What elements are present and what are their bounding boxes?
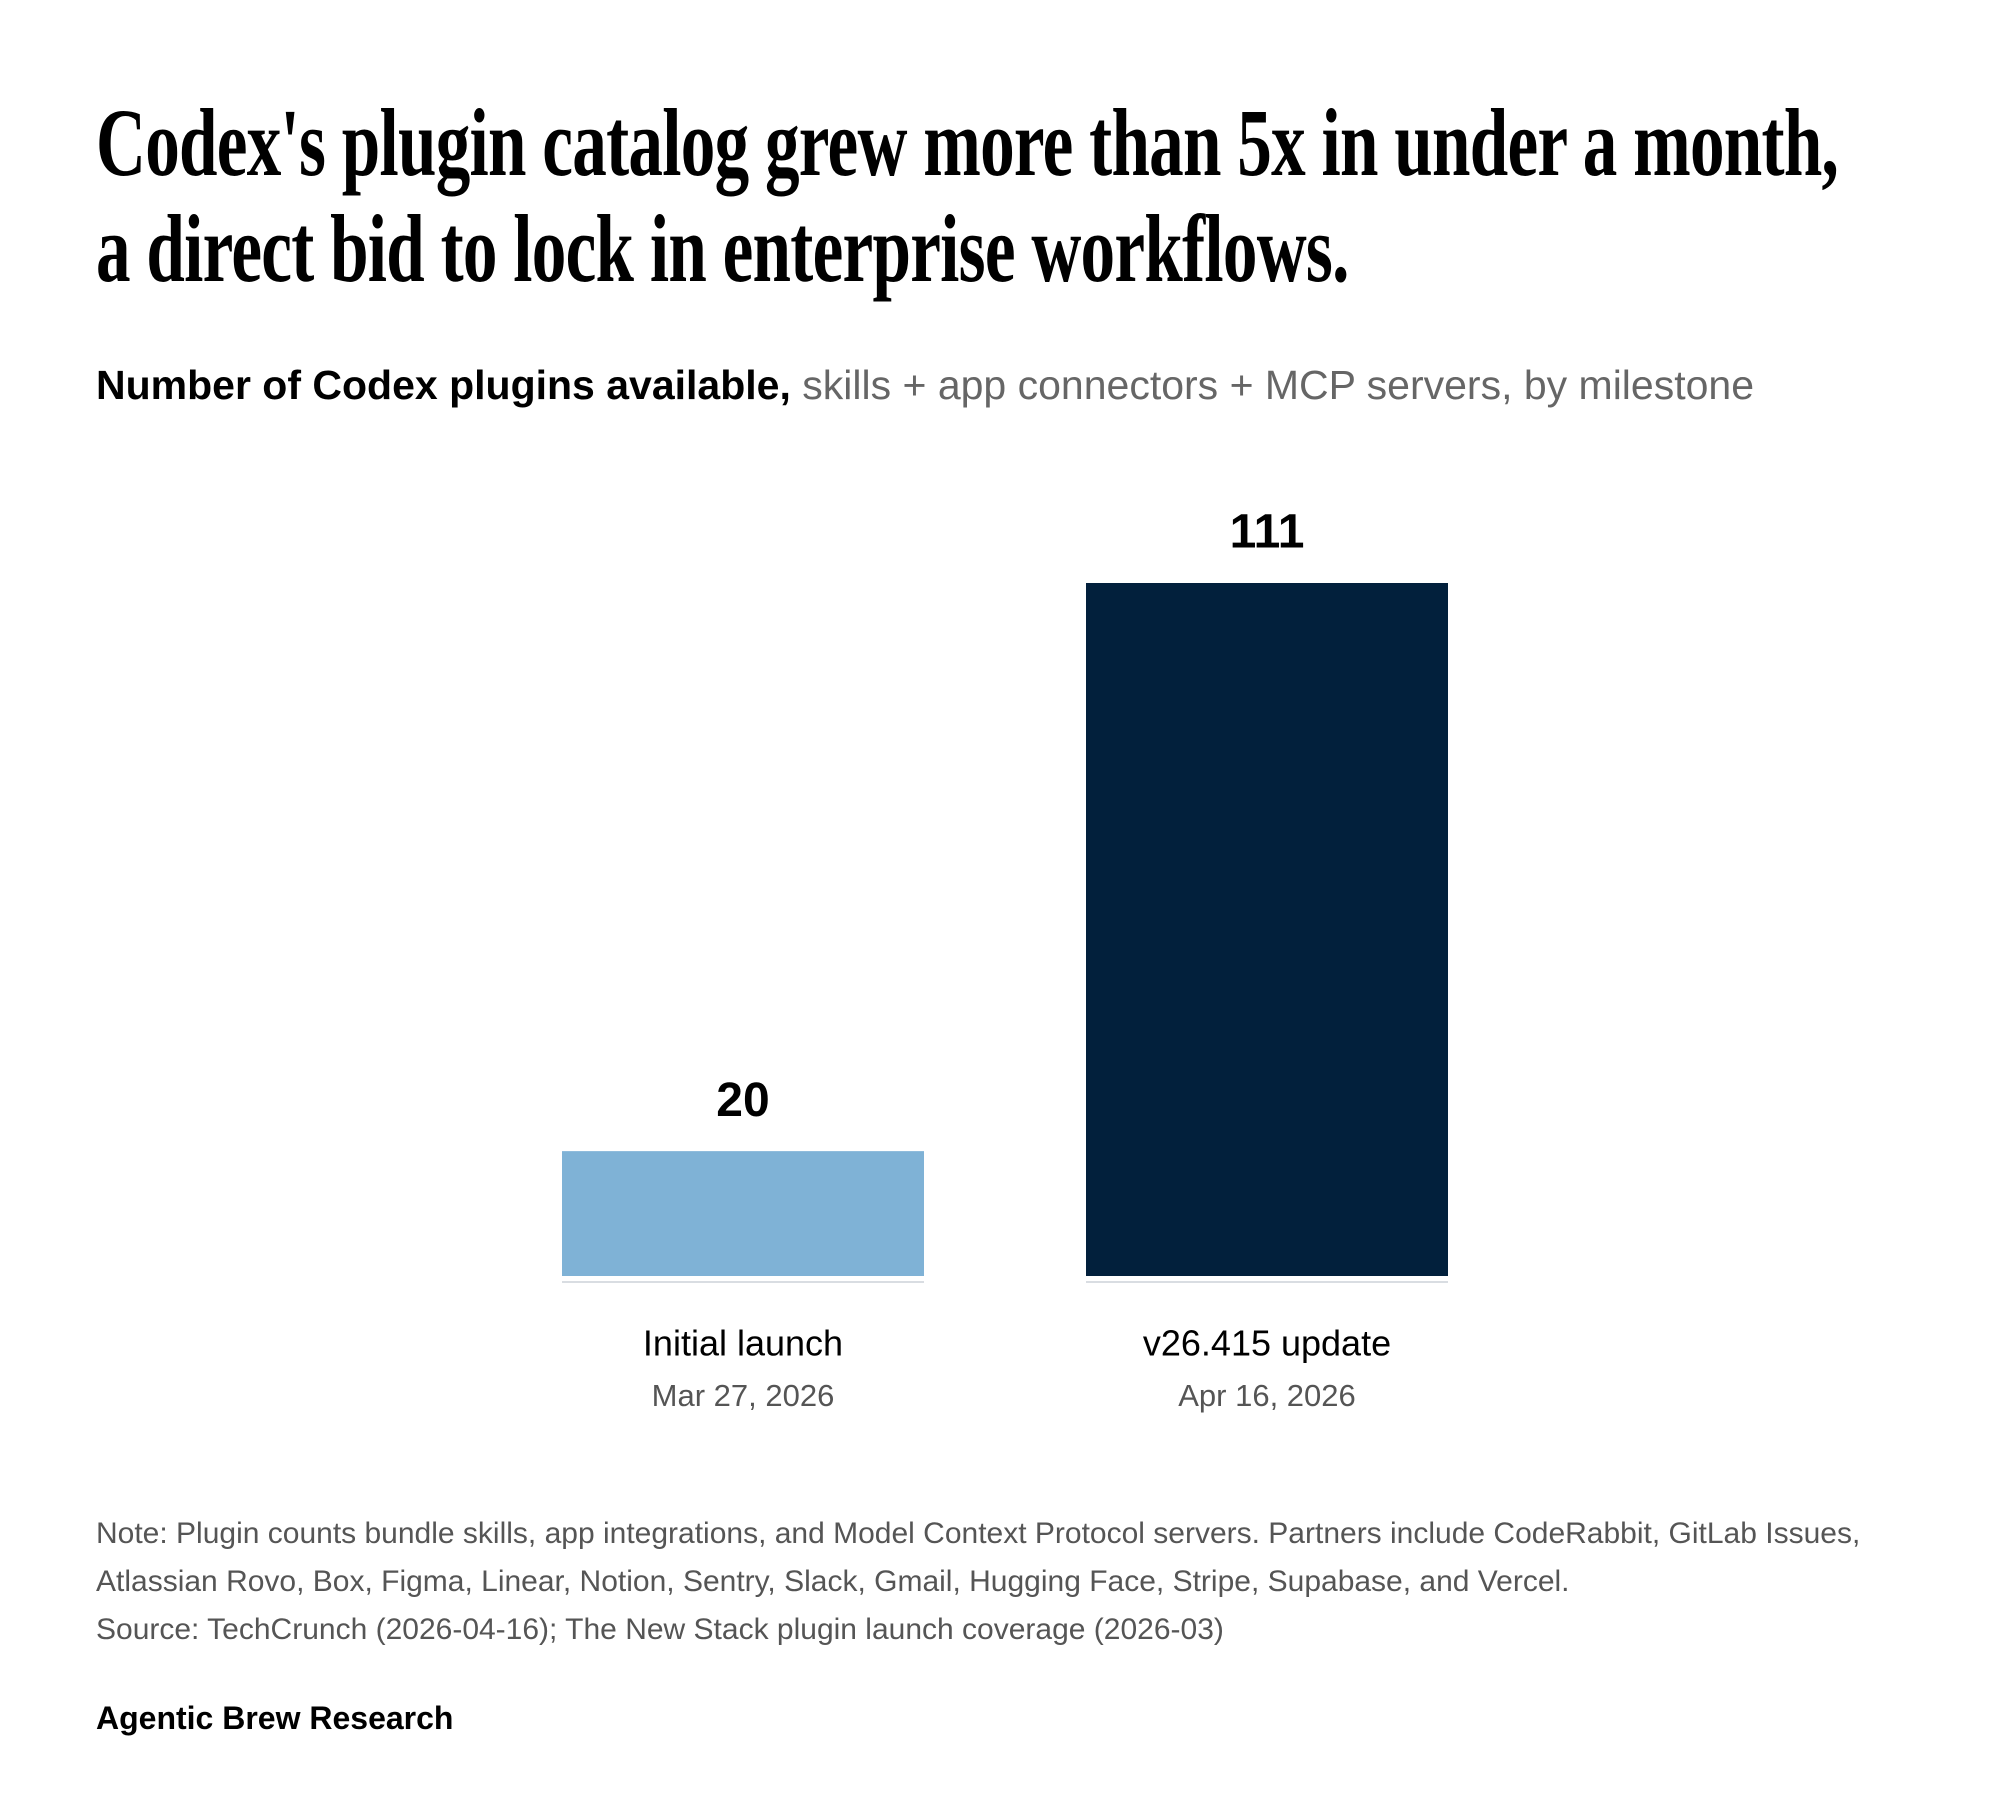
bar (562, 1151, 924, 1276)
bar (1086, 583, 1448, 1276)
x-tick-label: Initial launch (643, 1323, 843, 1364)
x-tick-date: Mar 27, 2026 (652, 1378, 835, 1413)
x-tick-date: Apr 16, 2026 (1178, 1378, 1356, 1413)
chart: 20 Initial launch Mar 27, 2026 111 v26.415 u… (562, 506, 1448, 1413)
subtitle: Number of Codex plugins available, skill… (96, 362, 1754, 409)
value-label: 111 (1230, 506, 1305, 559)
subtitle-text: skills + app connectors + MCP servers, b… (802, 362, 1755, 408)
note: Note: Plugin counts bundle skills, app i… (96, 1517, 1861, 1598)
subtitle-lead: Number of Codex plugins available, (96, 362, 791, 408)
x-tick-label: v26.415 update (1143, 1323, 1391, 1364)
credit: Agentic Brew Research (96, 1700, 454, 1736)
chart-title: Codex's plugin catalog grew more than 5x… (96, 89, 1839, 302)
source: Source: TechCrunch (2026-04-16); The New… (96, 1613, 1224, 1646)
notes: Note: Plugin counts bundle skills, app i… (96, 1510, 1956, 1654)
value-label: 20 (716, 1074, 769, 1127)
